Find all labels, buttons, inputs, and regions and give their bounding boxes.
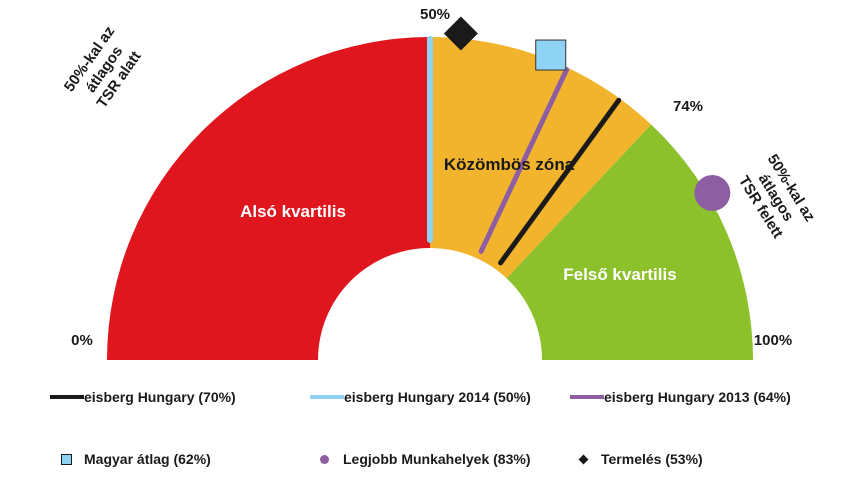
legend-item-best-workplaces: Legjobb Munkahelyek (83%) bbox=[314, 444, 530, 474]
zone-label-neutral: Közömbös zóna bbox=[444, 155, 575, 174]
gauge-zones bbox=[107, 37, 753, 360]
legend-label: Termelés (53%) bbox=[601, 451, 703, 467]
legend-label: Legjobb Munkahelyek (83%) bbox=[343, 451, 531, 467]
legend-label: Magyar átlag (62%) bbox=[84, 451, 211, 467]
legend-item-eisberg-2013: eisberg Hungary 2013 (64%) bbox=[570, 382, 791, 412]
gauge-needles bbox=[427, 36, 622, 266]
gauge-chart: Alsó kvartilis Közömbös zóna Felső kvart… bbox=[61, 6, 819, 360]
legend-item-production: Termelés (53%) bbox=[574, 444, 703, 474]
legend-circle-icon bbox=[320, 454, 329, 464]
needle-2 bbox=[478, 67, 570, 254]
legend-label: eisberg Hungary (70%) bbox=[84, 389, 236, 405]
legend-item-eisberg-2015: eisberg Hungary (70%) bbox=[50, 382, 236, 412]
marker-circle-1 bbox=[694, 175, 731, 212]
legend-item-eisberg-2014: eisberg Hungary 2014 (50%) bbox=[310, 382, 531, 412]
gauge-zone-2 bbox=[506, 124, 753, 360]
zone-label-lower-quartile: Alsó kvartilis bbox=[240, 202, 346, 221]
scale-end-label: 100% bbox=[754, 332, 792, 349]
marker-diamond-2 bbox=[443, 16, 478, 51]
scale-start-label: 0% bbox=[71, 332, 93, 349]
side-note-right: 50%-kal az átlagos TSR felett bbox=[735, 151, 819, 241]
legend-row-markers: Magyar átlag (62%) Legjobb Munkahelyek (… bbox=[0, 444, 860, 474]
legend-item-hungarian-average: Magyar átlag (62%) bbox=[55, 444, 211, 474]
zone-label-upper-quartile: Felső kvartilis bbox=[563, 265, 676, 284]
gauge-markers bbox=[443, 16, 731, 212]
gauge-zone-0 bbox=[107, 37, 430, 360]
legend-diamond-icon bbox=[578, 454, 589, 464]
legend-swatch-black-line bbox=[50, 395, 84, 399]
boundary-label-50: 50% bbox=[420, 6, 450, 23]
boundary-label-74: 74% bbox=[673, 98, 703, 115]
legend-swatch-purple-line bbox=[570, 395, 604, 399]
legend-row-lines: eisberg Hungary (70%) eisberg Hungary 20… bbox=[0, 382, 860, 412]
side-note-left: 50%-kal az átlagos TSR alatt bbox=[61, 23, 145, 111]
legend-swatch-lightblue-line bbox=[310, 395, 344, 399]
legend-label: eisberg Hungary 2013 (64%) bbox=[604, 389, 791, 405]
needle-0 bbox=[498, 97, 622, 266]
legend-label: eisberg Hungary 2014 (50%) bbox=[344, 389, 531, 405]
marker-square-0 bbox=[535, 39, 567, 71]
legend-square-icon bbox=[61, 453, 72, 465]
gauge-zone-1 bbox=[430, 37, 652, 279]
